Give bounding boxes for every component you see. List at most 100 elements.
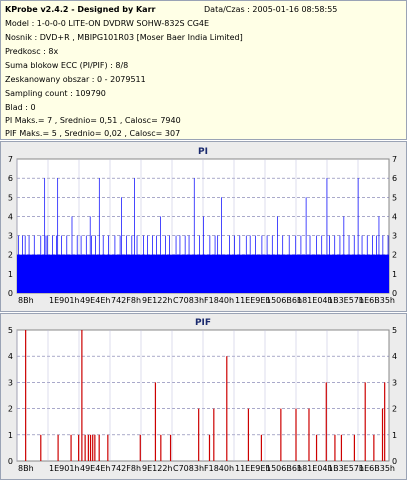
pi-bar: [131, 235, 133, 293]
pi-bar: [28, 235, 30, 293]
pi-bar: [87, 254, 88, 293]
pi-bar: [96, 254, 98, 293]
pi-bar: [88, 254, 90, 293]
pi-bar: [54, 254, 56, 293]
pi-bar: [286, 254, 287, 293]
pi-bar: [360, 254, 362, 293]
pi-chart: PI 0 0 1 1 2 2 3 3 4 4 5 5 6 6 7 7 8Bh 1E901h 49E4Eh 742F8h 9…: [8, 147, 397, 305]
pi-bar: [145, 254, 147, 293]
pif-xtick-label: 1506B6h: [266, 464, 302, 473]
pi-ytick-right: 0: [392, 289, 397, 298]
pi-bar: [58, 254, 60, 293]
pi-bar: [122, 254, 124, 293]
pi-ytick-right: 6: [392, 174, 397, 183]
pi-bar: [262, 254, 264, 293]
pi-bar: [271, 235, 273, 293]
pi-bar: [335, 254, 337, 293]
pi-bar: [226, 254, 228, 293]
pi-bar: [355, 254, 356, 293]
pi-bar: [204, 254, 206, 293]
pi-bar: [252, 254, 254, 293]
pi-bar: [93, 254, 95, 293]
pi-bar: [331, 254, 333, 293]
pi-bar: [269, 254, 271, 293]
pi-bar: [248, 254, 250, 293]
pi-xtick-label: F1840h: [204, 296, 234, 305]
pi-bar: [17, 254, 18, 293]
pi-bar: [236, 254, 238, 293]
pi-bar: [265, 254, 267, 293]
pi-bar: [213, 254, 215, 293]
info-media: Nosnik : DVD+R , MBIPG101R03 [Moser Baer…: [5, 33, 243, 42]
pi-bar: [373, 254, 375, 293]
pi-ytick-left: 5: [8, 193, 13, 202]
pi-bar: [113, 254, 114, 293]
pi-bar: [79, 254, 81, 293]
pi-bar: [62, 254, 64, 293]
pi-bar: [227, 254, 229, 293]
pi-bar: [327, 254, 329, 293]
pif-chart-title: PIF: [195, 318, 211, 328]
pi-bar: [67, 254, 69, 293]
pi-bar: [24, 235, 26, 293]
pif-xtick-label: 1E901h: [49, 464, 79, 473]
pif-ytick-left: 0: [8, 457, 13, 466]
pi-bar: [104, 254, 105, 293]
pi-xtick-label: 1E6B35h: [359, 296, 395, 305]
pi-bar: [234, 235, 235, 293]
pi-bar: [296, 254, 298, 293]
pi-bar: [123, 254, 125, 293]
pif-ytick-right: 0: [392, 457, 397, 466]
pi-xtick-label: C7083h: [173, 296, 204, 305]
pi-bar: [279, 254, 281, 293]
pi-bar: [275, 254, 277, 293]
pi-bar: [223, 254, 225, 293]
pi-bar: [121, 197, 122, 293]
pi-bar: [72, 254, 74, 293]
pi-bar: [187, 254, 189, 293]
pif-ytick-left: 5: [8, 326, 13, 335]
pi-bar: [307, 254, 308, 293]
pi-bar: [318, 254, 320, 293]
pi-xtick-label: 1506B6h: [266, 296, 302, 305]
pi-bar: [167, 254, 169, 293]
pi-bar: [299, 254, 300, 293]
pi-bar: [170, 254, 172, 293]
pi-bar: [111, 254, 113, 293]
pi-bar: [49, 254, 51, 293]
pi-bar: [162, 254, 164, 293]
info-pif-stats: PIF Maks.= 5 , Srednio= 0,02 , Calosc= 3…: [5, 129, 181, 138]
info-ecc-blocks: Suma blokow ECC (PI/PIF) : 8/8: [5, 61, 129, 70]
scan-date: Data/Czas : 2005-01-16 08:58:55: [204, 5, 338, 14]
pi-bar: [23, 254, 25, 293]
pi-bar: [216, 254, 217, 293]
pi-bar: [53, 254, 55, 293]
pi-bar: [235, 254, 237, 293]
pi-bar: [281, 254, 282, 293]
pi-bar: [139, 254, 140, 293]
pi-bar: [256, 254, 258, 293]
pi-bar: [316, 235, 317, 293]
pif-ytick-left: 3: [8, 378, 13, 387]
pi-bar: [290, 254, 291, 293]
pi-bar: [284, 254, 286, 293]
pi-bar: [303, 254, 304, 293]
pi-bar: [165, 235, 166, 293]
pi-bar: [206, 254, 208, 293]
pi-bar: [209, 235, 211, 293]
pi-bar: [65, 254, 66, 293]
pi-bar: [39, 254, 40, 293]
pi-bar: [19, 254, 21, 293]
pi-bar: [347, 254, 349, 293]
info-sampling-count: Sampling count : 109790: [5, 89, 106, 98]
pi-bar: [381, 254, 382, 293]
pi-bar: [156, 235, 157, 293]
pi-xtick-label: 8Bh: [18, 296, 34, 305]
pi-bar: [348, 235, 350, 293]
pi-bar: [192, 254, 194, 293]
pi-bar: [174, 254, 176, 293]
pi-bar: [20, 254, 22, 293]
pi-bar: [150, 254, 152, 293]
pi-bar: [89, 216, 91, 293]
